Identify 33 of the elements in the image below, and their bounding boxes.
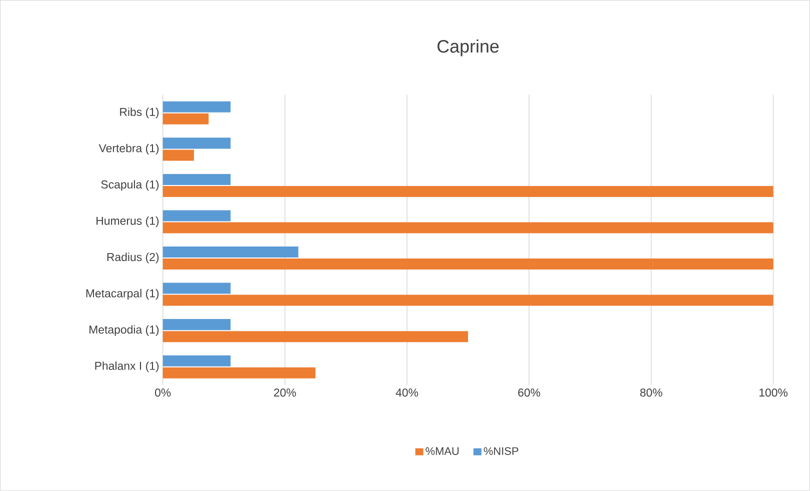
bar	[162, 222, 774, 234]
legend-label: %MAU	[426, 447, 459, 456]
bar	[162, 174, 231, 186]
x-tick-label: 100%	[759, 388, 788, 397]
bar	[162, 114, 209, 125]
bar	[162, 319, 231, 330]
bar	[162, 294, 774, 306]
y-tick-label: Scapula (1)	[101, 180, 159, 191]
bar	[162, 186, 774, 198]
bar	[162, 331, 468, 342]
chart-title: Caprine	[438, 40, 499, 56]
y-tick-label: Ribs (1)	[120, 108, 159, 118]
bar	[162, 138, 231, 149]
x-tick-label: 0%	[154, 388, 171, 397]
y-tick-label: Metapodia (1)	[90, 325, 159, 336]
bar	[162, 210, 231, 222]
bar	[162, 367, 316, 378]
bar	[162, 246, 298, 258]
y-tick-label: Humerus (1)	[96, 216, 159, 228]
y-tick-label: Phalanx I (1)	[95, 362, 159, 372]
bar	[162, 102, 231, 113]
y-tick-label: Metacarpal (1)	[86, 289, 159, 300]
x-tick-label: 60%	[518, 388, 540, 397]
x-tick-label: 20%	[274, 388, 296, 397]
legend-label: %NISP	[484, 447, 518, 456]
y-tick-label: Radius (2)	[107, 252, 159, 264]
x-tick-label: 80%	[640, 388, 662, 397]
x-tick-label: 40%	[396, 388, 418, 397]
bar	[162, 150, 194, 161]
y-tick-label: Vertebra (1)	[98, 144, 159, 155]
bar	[162, 355, 231, 366]
bar	[162, 282, 231, 294]
bar	[162, 258, 774, 270]
